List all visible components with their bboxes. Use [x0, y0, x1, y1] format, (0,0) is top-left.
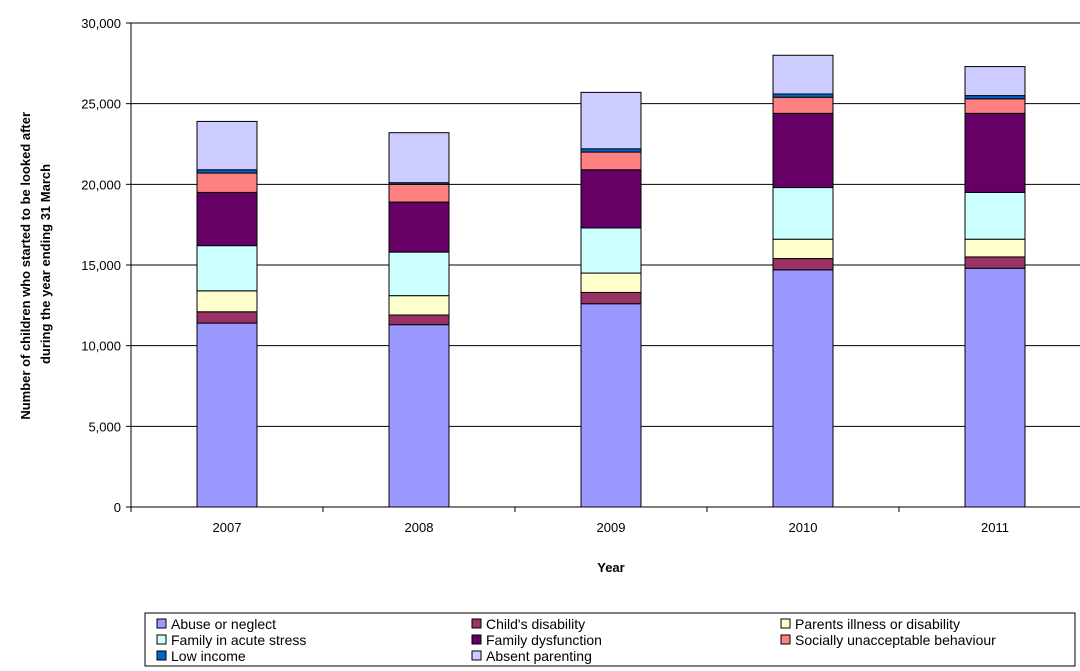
bar-segment — [196, 322, 258, 508]
bar-segment — [196, 172, 258, 193]
y-axis-title-line-1: Number of children who started to be loo… — [18, 112, 33, 420]
x-tick-label: 2010 — [789, 520, 818, 535]
bar-segment — [580, 227, 642, 274]
bar-segment — [964, 66, 1026, 97]
y-tick-label: 30,000 — [81, 16, 121, 31]
legend-box — [144, 612, 1076, 667]
legend: Abuse or neglect Child's disability Parent… — [144, 612, 1076, 667]
bar-segment — [772, 187, 834, 240]
y-tick-label: 25,000 — [81, 97, 121, 112]
legend-label: Child's disability — [486, 616, 585, 632]
legend-swatch — [156, 618, 167, 629]
legend-swatch — [471, 650, 482, 661]
x-tick-label: 2008 — [405, 520, 434, 535]
legend-label: Family dysfunction — [486, 632, 602, 648]
y-tick-labels: 0 5,000 10,000 15,000 20,000 25,000 30,000 — [81, 16, 121, 515]
bar-segment — [580, 169, 642, 229]
bar-segment — [580, 91, 642, 150]
x-tick-label: 2011 — [981, 520, 1009, 535]
bar-segment — [388, 314, 450, 326]
bar-segment — [964, 112, 1026, 193]
bar-segment — [388, 183, 450, 203]
axes — [130, 23, 1080, 512]
bar-segment — [580, 303, 642, 508]
bar-segment — [196, 290, 258, 313]
bar-segment — [196, 191, 258, 247]
bar-segment — [580, 291, 642, 305]
legend-swatch — [780, 634, 791, 645]
bar-segment — [964, 191, 1026, 240]
bar-segment — [196, 120, 258, 171]
legend-label: Parents illness or disability — [795, 616, 960, 632]
y-tick-label: 5,000 — [88, 419, 121, 434]
bar-segment — [388, 201, 450, 253]
legend-swatch — [156, 650, 167, 661]
y-tick-label: 10,000 — [81, 339, 121, 354]
bar-segment — [772, 269, 834, 508]
legend-swatch — [780, 618, 791, 629]
bar-segment — [388, 132, 450, 184]
bar-segment — [964, 238, 1026, 258]
bar-segment — [772, 96, 834, 114]
y-axis-title: Number of children who started to be loo… — [18, 108, 53, 419]
bar-segment — [772, 54, 834, 95]
y-axis-title-line-2: during the year ending 31 March — [38, 164, 53, 364]
bar-segment — [196, 245, 258, 292]
bar-segment — [964, 98, 1026, 114]
y-tick-label: 20,000 — [81, 177, 121, 192]
y-tick-label: 0 — [114, 500, 121, 515]
bar-segment — [196, 311, 258, 324]
y-tick-label: 15,000 — [81, 258, 121, 273]
legend-label: Socially unacceptable behaviour — [795, 632, 996, 648]
bar-segment — [388, 295, 450, 316]
legend-items: Abuse or neglect Child's disability Parent… — [156, 616, 996, 664]
legend-label: Abuse or neglect — [171, 616, 276, 632]
legend-swatch — [471, 634, 482, 645]
legend-label: Low income — [171, 648, 246, 664]
x-axis-title: Year — [597, 560, 624, 575]
bar-segment — [388, 251, 450, 297]
bars — [196, 54, 1026, 508]
bar-segment — [772, 238, 834, 260]
legend-swatch — [156, 634, 167, 645]
legend-label: Family in acute stress — [171, 632, 306, 648]
legend-swatch — [471, 618, 482, 629]
x-tick-label: 2007 — [213, 520, 242, 535]
x-tick-labels: 2007 2008 2009 2010 2011 — [213, 520, 1009, 535]
bar-segment — [388, 324, 450, 508]
bar-segment — [964, 256, 1026, 269]
bar-segment — [580, 151, 642, 171]
legend-label: Absent parenting — [486, 648, 592, 664]
bar-segment — [772, 258, 834, 271]
bar-segment — [964, 267, 1026, 508]
bar-segment — [772, 112, 834, 189]
bar-segment — [580, 272, 642, 293]
x-tick-label: 2009 — [597, 520, 626, 535]
